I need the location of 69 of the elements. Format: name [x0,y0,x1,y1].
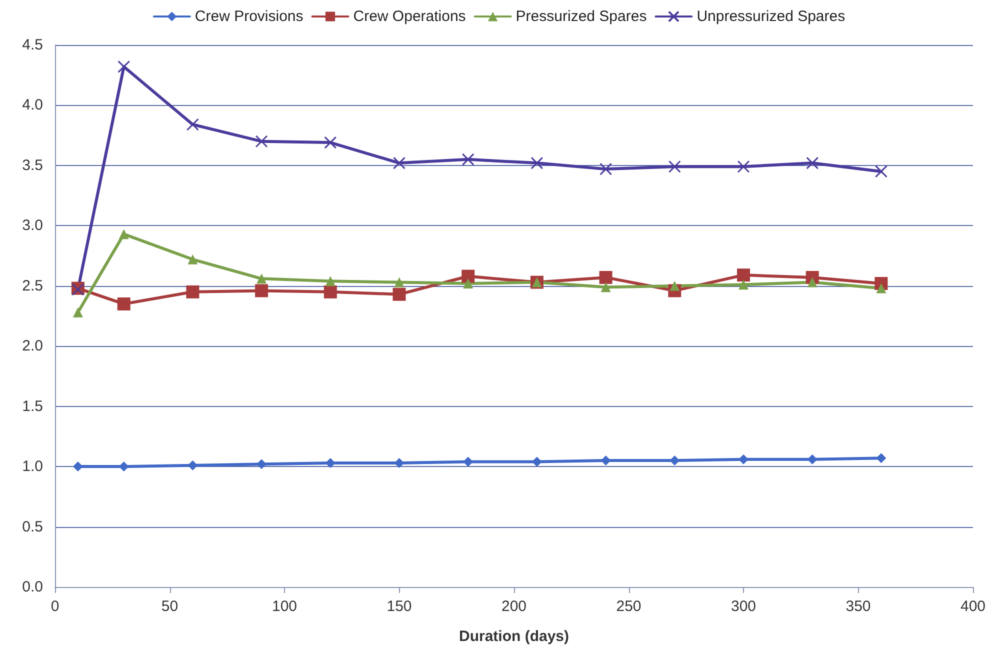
point [256,274,267,284]
point [188,460,198,470]
point [188,254,198,264]
point [668,160,681,173]
x-tick-label: 300 [730,598,756,615]
point [324,285,337,298]
legend-label: Crew Provisions [194,8,304,25]
point [600,282,611,292]
x-tick-label: 100 [272,598,298,615]
point [255,135,268,148]
x-tick-label: 50 [161,598,178,615]
y-tick-label: 0.0 [22,578,43,596]
x-tick-label: 0 [50,598,60,615]
point [392,288,406,301]
point [463,278,474,288]
point [599,270,612,284]
point [394,458,404,468]
point [532,456,542,467]
y-tick-label: 0.5 [22,518,43,536]
x-tick-label: 150 [386,598,412,615]
point [117,297,130,310]
point [394,277,404,288]
point [118,229,129,240]
legend-label: Unpressurized Spares [696,8,846,25]
point [118,60,130,73]
x-tick-label: 400 [960,598,986,615]
point [876,283,886,294]
point [670,456,680,466]
y-tick-label: 1.5 [22,398,43,415]
y-tick-label: 3.0 [22,217,43,234]
y-tick-label: 2.5 [22,277,43,294]
point [186,285,200,298]
point [72,307,83,318]
point [600,162,612,176]
point [530,156,544,170]
point [806,156,819,170]
point [393,156,406,170]
point [738,454,748,464]
point [600,456,611,466]
y-tick-label: 4.5 [22,36,43,54]
x-tick-label: 250 [616,598,642,615]
legend-label: Pressurized Spares [516,8,647,25]
y-tick-label: 4.0 [22,96,43,114]
x-tick-label: 200 [501,598,527,615]
point [72,462,83,472]
point [807,454,818,464]
y-tick-label: 2.0 [22,338,43,355]
point [807,277,818,288]
x-axis-title: Duration (days) [458,628,570,645]
y-tick-label: 3.5 [22,156,43,174]
point [462,153,474,166]
point [874,165,888,178]
point [186,118,199,131]
point [463,456,474,467]
legend-label: Crew Operations [353,8,466,25]
point [118,462,129,472]
y-tick-label: 1.0 [22,458,43,476]
point [738,280,748,290]
point [670,280,680,291]
point [876,453,886,464]
point [325,458,336,468]
point [256,459,267,470]
x-tick-label: 350 [846,598,871,615]
point [737,268,750,282]
point [462,270,475,283]
point [324,136,337,149]
point [325,276,336,286]
point [737,160,750,173]
point [255,284,268,298]
